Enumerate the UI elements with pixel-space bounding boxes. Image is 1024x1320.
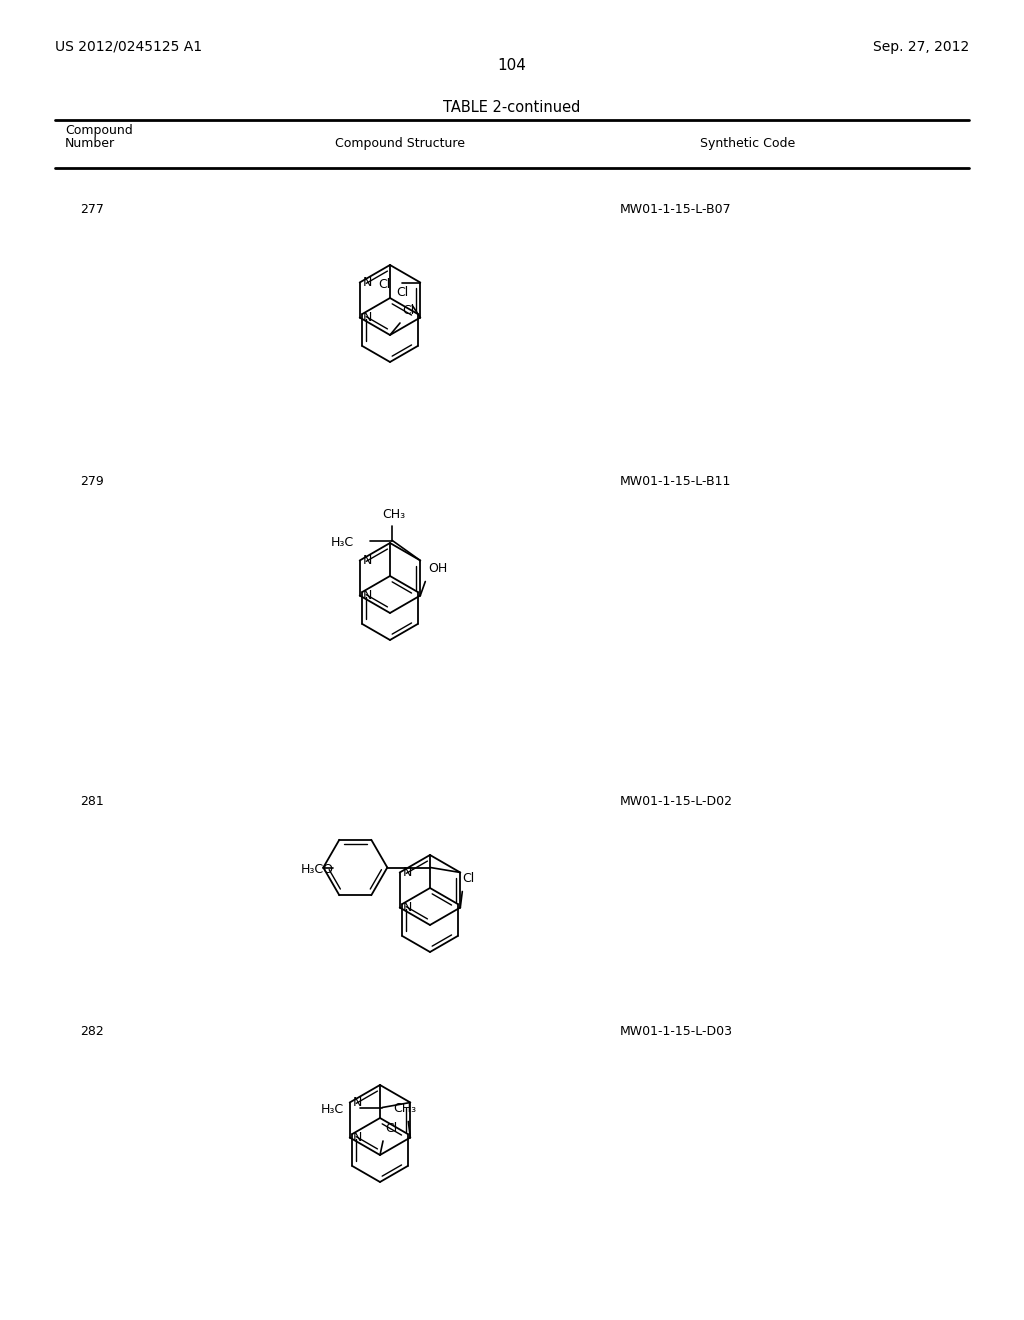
Text: N: N <box>352 1096 362 1109</box>
Text: OH: OH <box>428 562 447 576</box>
Text: H₃CO: H₃CO <box>300 863 333 876</box>
Text: Cl: Cl <box>396 286 409 300</box>
Text: Compound Structure: Compound Structure <box>335 137 465 150</box>
Text: 104: 104 <box>498 58 526 73</box>
Text: Cl: Cl <box>462 873 474 886</box>
Text: N: N <box>352 1131 362 1144</box>
Text: N: N <box>362 276 372 289</box>
Text: N: N <box>402 902 412 913</box>
Text: US 2012/0245125 A1: US 2012/0245125 A1 <box>55 40 202 54</box>
Text: MW01-1-15-L-B07: MW01-1-15-L-B07 <box>620 203 731 216</box>
Text: MW01-1-15-L-D03: MW01-1-15-L-D03 <box>620 1026 733 1038</box>
Text: CH₃: CH₃ <box>383 507 406 520</box>
Text: 282: 282 <box>80 1026 103 1038</box>
Text: Cl: Cl <box>385 1122 397 1135</box>
Text: Cl: Cl <box>378 279 390 290</box>
Text: Compound: Compound <box>65 124 133 137</box>
Text: TABLE 2-continued: TABLE 2-continued <box>443 100 581 115</box>
Text: Synthetic Code: Synthetic Code <box>700 137 796 150</box>
Text: H₃C: H₃C <box>322 1104 344 1115</box>
Text: 277: 277 <box>80 203 103 216</box>
Text: Number: Number <box>65 137 115 150</box>
Text: N: N <box>362 589 372 602</box>
Text: CH₃: CH₃ <box>394 1102 417 1115</box>
Text: N: N <box>402 866 412 879</box>
Text: N: N <box>362 312 372 323</box>
Text: MW01-1-15-L-B11: MW01-1-15-L-B11 <box>620 475 731 488</box>
Text: 279: 279 <box>80 475 103 488</box>
Text: 281: 281 <box>80 795 103 808</box>
Text: Sep. 27, 2012: Sep. 27, 2012 <box>872 40 969 54</box>
Text: N: N <box>362 554 372 568</box>
Text: Cl: Cl <box>402 304 415 317</box>
Text: MW01-1-15-L-D02: MW01-1-15-L-D02 <box>620 795 733 808</box>
Text: H₃C: H₃C <box>331 536 354 549</box>
